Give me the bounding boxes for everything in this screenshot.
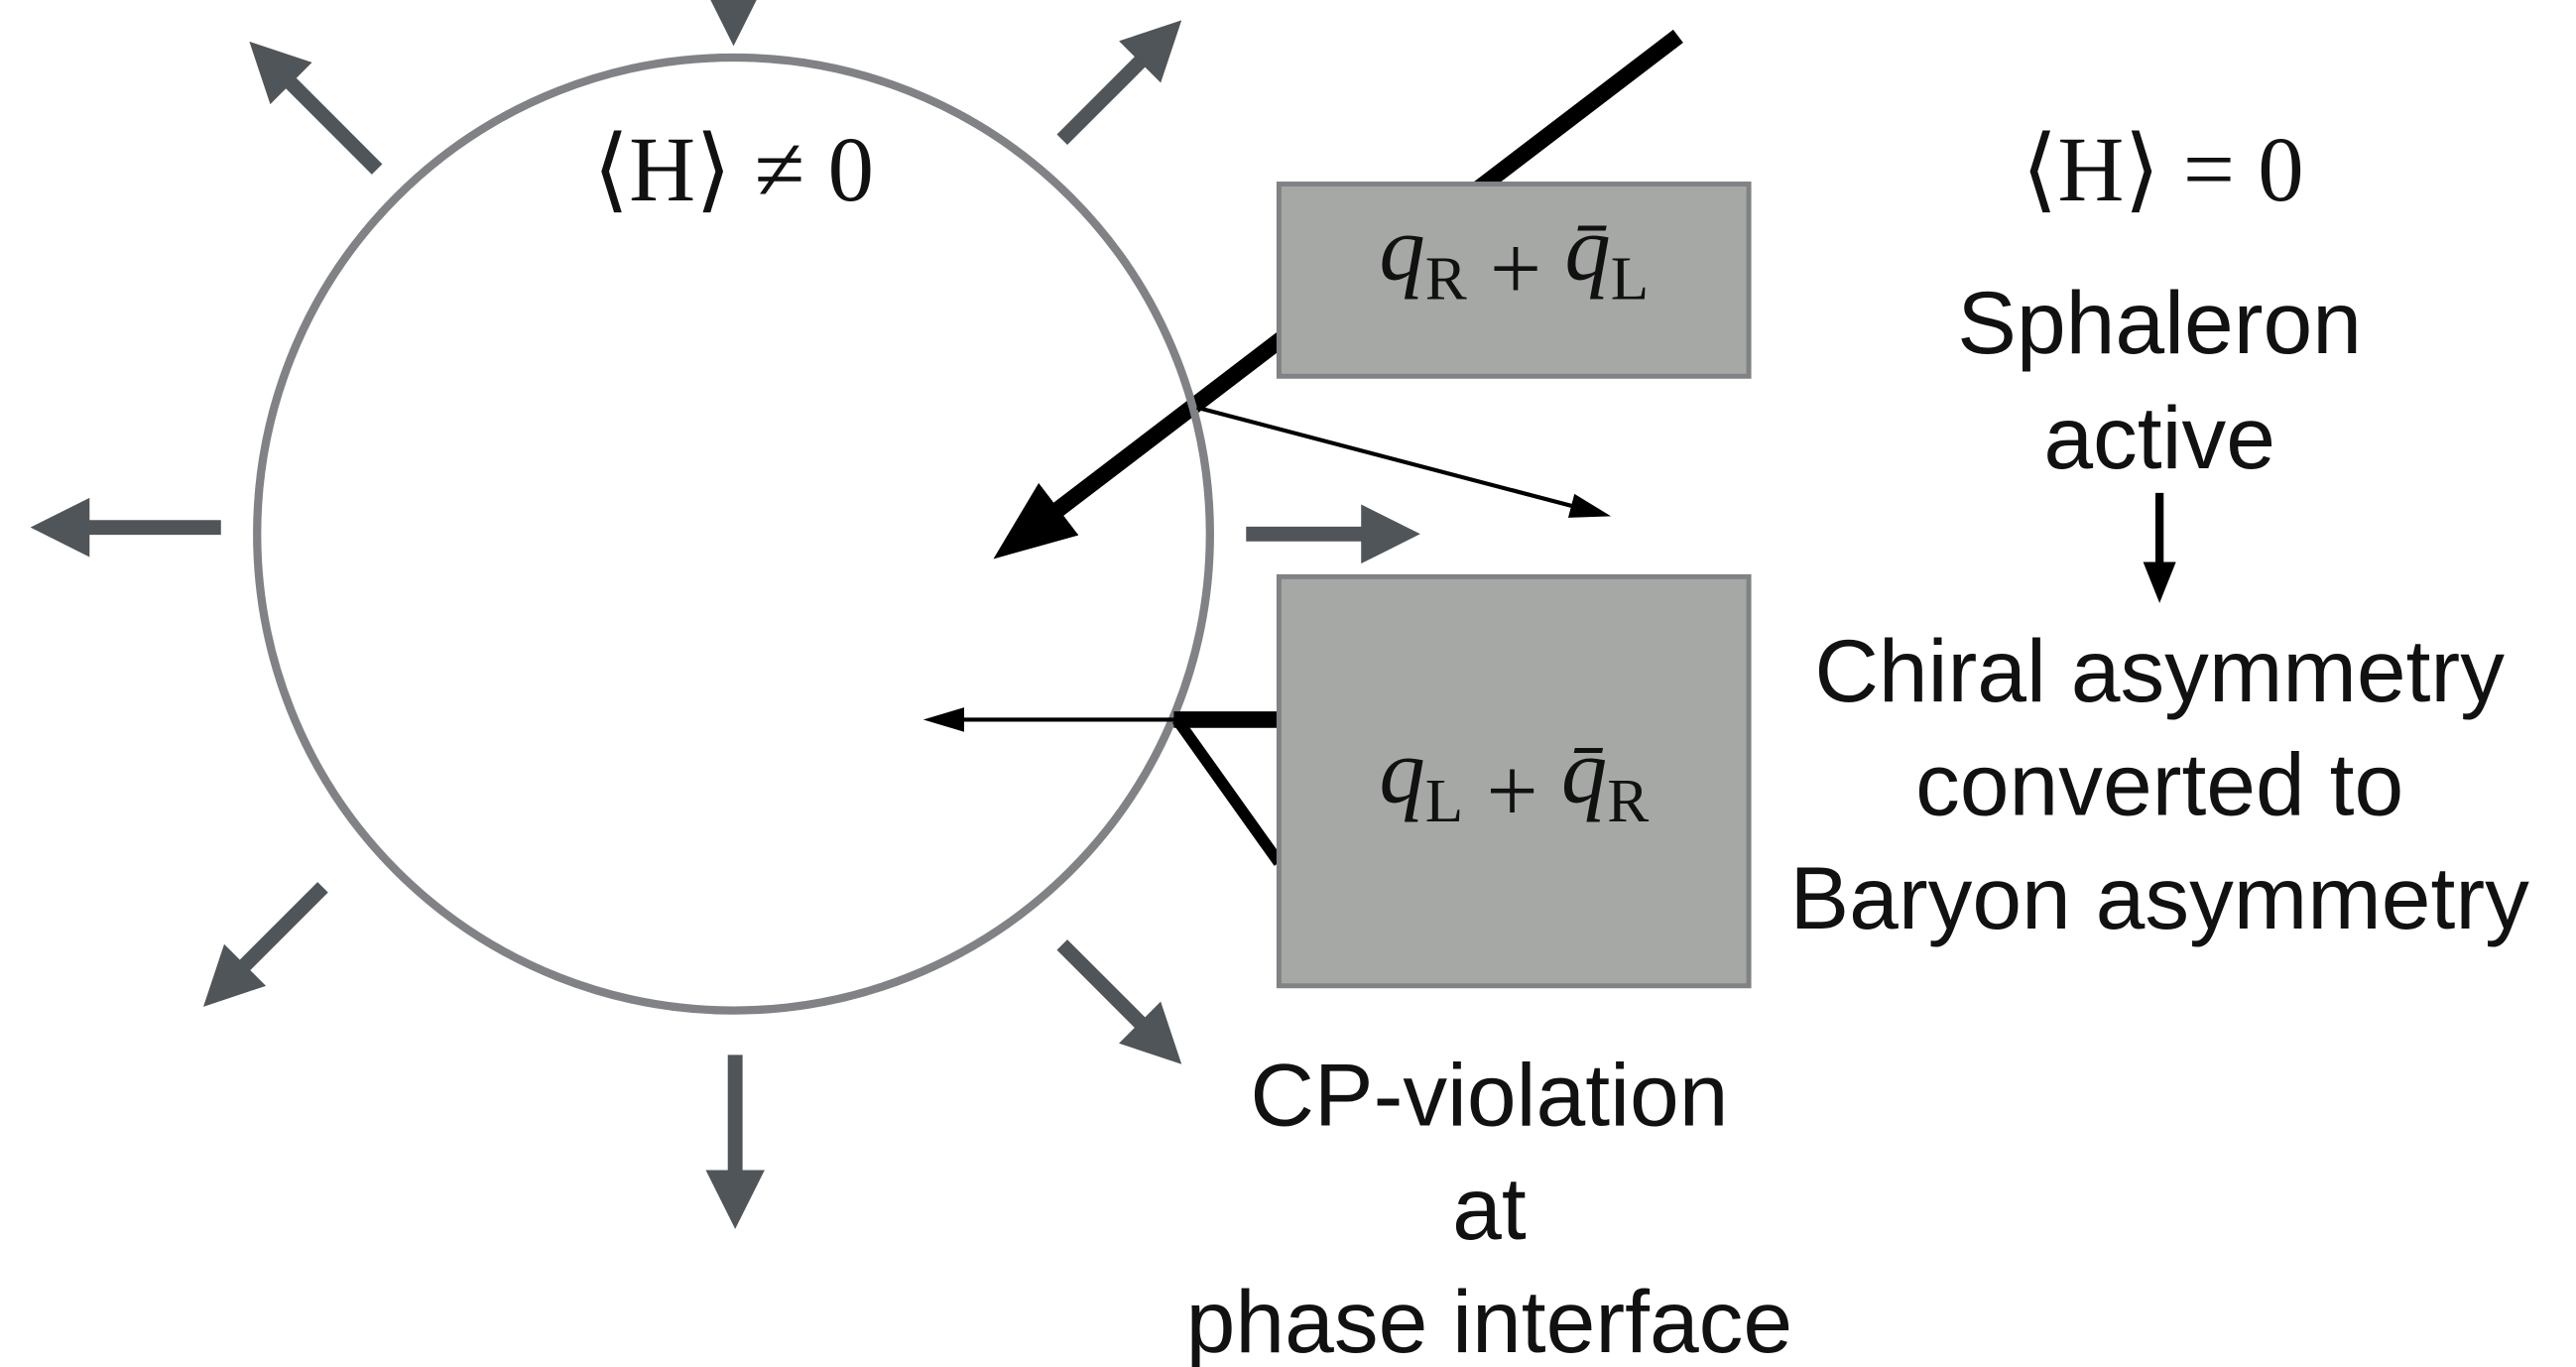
symbol: q̄ bbox=[1561, 720, 1607, 822]
box-top bbox=[1276, 182, 1752, 379]
bubble bbox=[253, 53, 1214, 1015]
symbol: + bbox=[1463, 740, 1561, 842]
subscript: L bbox=[1425, 766, 1463, 835]
result-text: Baryon asymmetry bbox=[1789, 848, 2529, 947]
box-label: qL + q̄R bbox=[1379, 720, 1649, 842]
symbol: q bbox=[1379, 720, 1424, 822]
bubble-label: ⟨H⟩ ≠ 0 bbox=[593, 119, 874, 221]
symbol: q̄ bbox=[1564, 198, 1610, 301]
interface-text: phase interface bbox=[1186, 1272, 1792, 1367]
interface-text: at bbox=[1452, 1159, 1527, 1258]
interface-text: CP-violation bbox=[1250, 1046, 1728, 1145]
outside-label: ⟨H⟩ = 0 bbox=[2022, 119, 2303, 221]
sphaleron-text: Sphaleron bbox=[1957, 273, 2362, 372]
texts: Sphaleron active Chiral asymmetry converted… bbox=[1186, 198, 2529, 1367]
result-text: converted to bbox=[1915, 735, 2403, 834]
box-bottom bbox=[1276, 573, 1752, 989]
expansion-arrows bbox=[30, 0, 1420, 1229]
result-text: Chiral asymmetry bbox=[1814, 621, 2505, 720]
symbol: q bbox=[1379, 198, 1424, 301]
subscript: R bbox=[1425, 243, 1467, 312]
subscript: L bbox=[1611, 243, 1649, 312]
scatter-lines bbox=[922, 405, 1612, 866]
sphaleron-text: active bbox=[2043, 388, 2275, 487]
box-label: qR + q̄L bbox=[1379, 198, 1649, 320]
subscript: R bbox=[1607, 766, 1649, 835]
symbol: + bbox=[1467, 217, 1565, 319]
